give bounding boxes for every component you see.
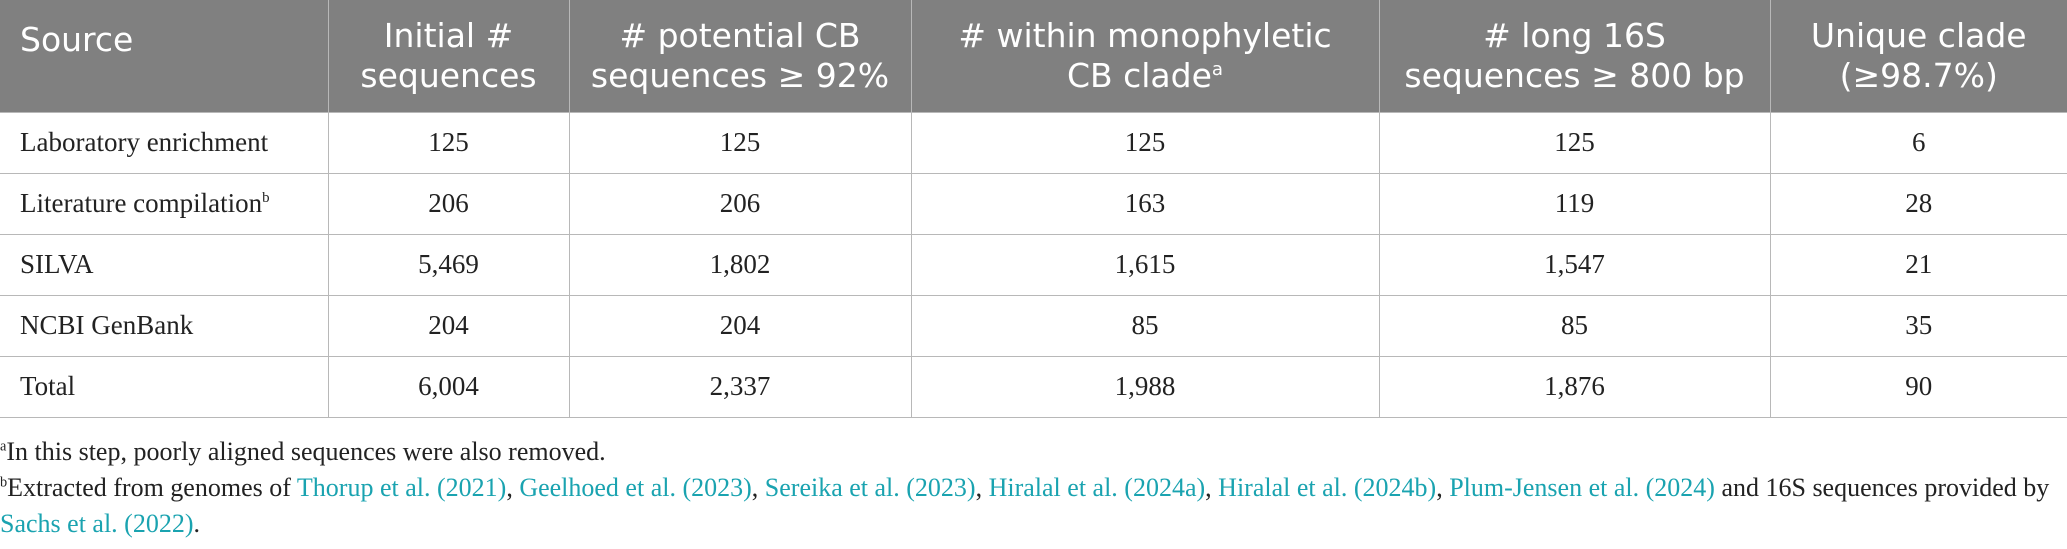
value-cell: 90: [1769, 355, 2067, 418]
value-cell: 1,615: [910, 233, 1379, 295]
value-cell: 1,802: [568, 233, 911, 295]
separator: ,: [506, 473, 520, 502]
value-cell: 85: [1378, 294, 1770, 356]
header-label-line2: CB clade: [1066, 55, 1212, 95]
value-cell: 6: [1769, 111, 2067, 173]
value-cell: 204: [327, 294, 569, 356]
table-header: Source Initial # sequences # potential CB…: [0, 0, 2067, 112]
table-row: SILVA 5,469 1,802 1,615 1,547 21: [0, 233, 2067, 295]
separator: ,: [1205, 473, 1219, 502]
separator: ,: [1436, 473, 1450, 502]
value-cell: 1,988: [910, 355, 1379, 418]
source-cell: NCBI GenBank: [0, 294, 328, 356]
value-cell: 125: [910, 111, 1379, 173]
citation-link[interactable]: Sachs et al. (2022): [0, 509, 194, 538]
header-label-line1: Initial #: [383, 15, 514, 55]
value-cell: 1,547: [1378, 233, 1770, 295]
header-source: Source: [0, 0, 328, 112]
header-label-line1: # within monophyletic: [958, 15, 1332, 55]
source-label: Total: [20, 371, 76, 401]
header-long-16s: # long 16S sequences ≥ 800 bp: [1378, 0, 1770, 112]
source-label: SILVA: [20, 249, 94, 279]
source-label: Literature compilation: [20, 188, 263, 218]
header-label-line1: Unique clade: [1810, 15, 2027, 55]
citation-link[interactable]: Hiralal et al. (2024a): [988, 473, 1206, 502]
footnote-text: and 16S sequences provided by: [1714, 473, 2050, 502]
citation-link[interactable]: Geelhoed et al. (2023): [519, 473, 752, 502]
value-cell: 28: [1769, 172, 2067, 234]
header-label-line1: # potential CB: [619, 15, 861, 55]
value-cell: 125: [327, 111, 569, 173]
footnote-marker-a: a: [1211, 58, 1224, 80]
header-label-line2: sequences ≥ 800 bp: [1404, 55, 1745, 95]
value-cell: 5,469: [327, 233, 569, 295]
footnotes: aIn this step, poorly aligned sequences …: [0, 434, 2067, 542]
header-label-line2: sequences: [360, 55, 537, 95]
value-cell: 206: [327, 172, 569, 234]
data-table: Source Initial # sequences # potential CB…: [0, 0, 2067, 418]
value-cell: 21: [1769, 233, 2067, 295]
source-label: Laboratory enrichment: [20, 127, 269, 157]
citation-link[interactable]: Sereika et al. (2023): [764, 473, 976, 502]
value-cell: 206: [568, 172, 911, 234]
source-cell: SILVA: [0, 233, 328, 295]
value-cell: 204: [568, 294, 911, 356]
table-row-total: Total 6,004 2,337 1,988 1,876 90: [0, 355, 2067, 418]
citation-link[interactable]: Plum-Jensen et al. (2024): [1449, 473, 1715, 502]
value-cell: 35: [1769, 294, 2067, 356]
source-label: NCBI GenBank: [20, 310, 194, 340]
footnote-text: In this step, poorly aligned sequences w…: [6, 437, 606, 466]
table-row: NCBI GenBank 204 204 85 85 35: [0, 294, 2067, 356]
header-label-line1: # long 16S: [1483, 15, 1666, 55]
value-cell: 85: [910, 294, 1379, 356]
footnote-text: Extracted from genomes of: [7, 473, 297, 502]
source-cell: Literature compilationb: [0, 172, 328, 234]
separator: ,: [975, 473, 989, 502]
header-initial-sequences: Initial # sequences: [327, 0, 569, 112]
value-cell: 6,004: [327, 355, 569, 418]
footnote-a: aIn this step, poorly aligned sequences …: [0, 434, 2067, 470]
source-cell: Laboratory enrichment: [0, 111, 328, 173]
header-row: Source Initial # sequences # potential CB…: [0, 0, 2067, 112]
value-cell: 125: [568, 111, 911, 173]
table-row: Literature compilationb 206 206 163 119 …: [0, 172, 2067, 234]
footnote-text: .: [193, 509, 201, 538]
footnote-b: bExtracted from genomes of Thorup et al.…: [0, 470, 2067, 542]
header-potential-cb: # potential CB sequences ≥ 92%: [568, 0, 911, 112]
value-cell: 1,876: [1378, 355, 1770, 418]
footnote-marker-b: b: [262, 190, 270, 206]
header-label-line2: (≥98.7%): [1839, 55, 1998, 95]
value-cell: 2,337: [568, 355, 911, 418]
value-cell: 119: [1378, 172, 1770, 234]
header-monophyletic-clade: # within monophyletic CB cladea: [910, 0, 1379, 112]
table-row: Laboratory enrichment 125 125 125 125 6: [0, 111, 2067, 173]
citation-link[interactable]: Thorup et al. (2021): [296, 473, 507, 502]
header-label-line2: sequences ≥ 92%: [590, 55, 890, 95]
header-source-label: Source: [20, 20, 134, 59]
citation-link[interactable]: Hiralal et al. (2024b): [1218, 473, 1437, 502]
value-cell: 163: [910, 172, 1379, 234]
table-body: Laboratory enrichment 125 125 125 125 6 …: [0, 111, 2067, 418]
source-cell: Total: [0, 355, 328, 418]
footnote-mark: b: [0, 474, 8, 491]
separator: ,: [751, 473, 765, 502]
footnote-mark: a: [0, 438, 7, 455]
value-cell: 125: [1378, 111, 1770, 173]
data-table-container: Source Initial # sequences # potential CB…: [0, 0, 2067, 418]
header-unique-clade: Unique clade (≥98.7%): [1769, 0, 2067, 112]
